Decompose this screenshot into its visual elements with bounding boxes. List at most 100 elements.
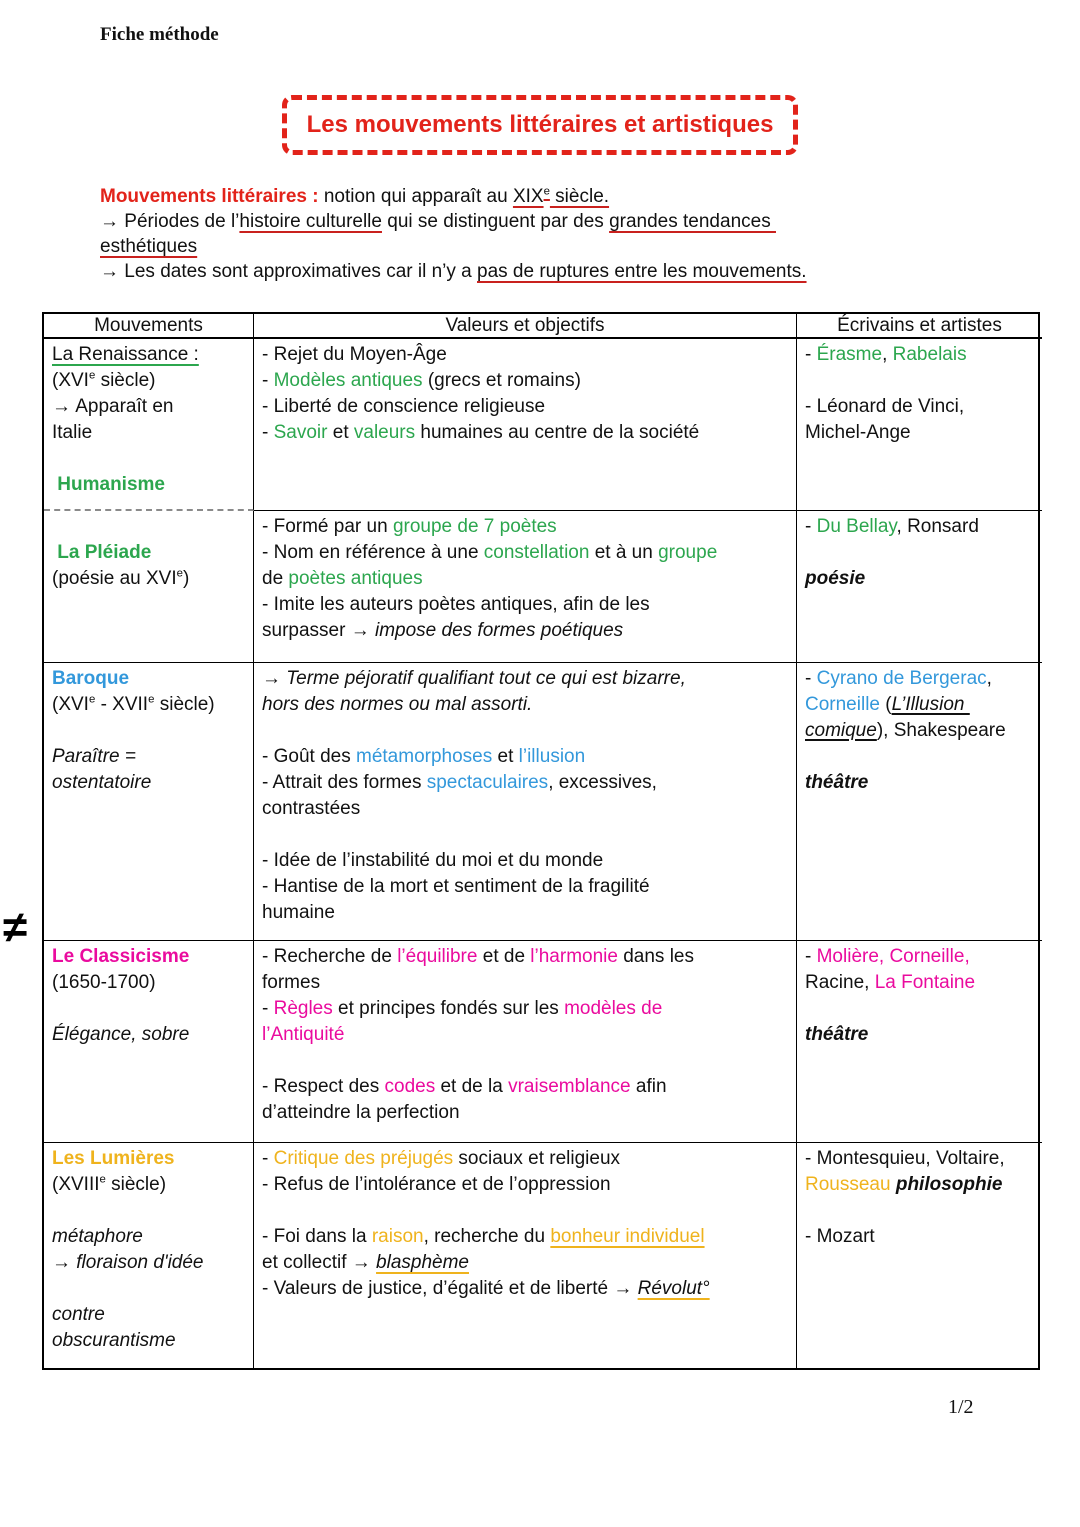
text-segment: → Apparaît en (52, 396, 174, 417)
text-line (52, 446, 247, 472)
text-segment: ( (879, 694, 892, 715)
text-segment: qui se distinguent par des (381, 211, 610, 232)
text-line: - Nom en référence à une constellation e… (262, 540, 790, 566)
text-line: - Du Bellay, Ronsard (805, 514, 1036, 540)
text-line: - Modèles antiques (grecs et romains) (262, 368, 790, 394)
text-line (262, 1048, 790, 1074)
text-segment: théâtre (805, 772, 869, 793)
text-segment: poètes antiques (288, 568, 423, 589)
text-segment: ) (182, 568, 190, 589)
text-segment: e (148, 693, 155, 706)
text-segment: Révolut° (637, 1278, 710, 1299)
text-line: Humanisme (52, 472, 247, 498)
table-cell-classicisme-col2: - Molière, Corneille, Racine, La Fontaine… (797, 941, 1042, 1143)
text-segment: Mouvements littéraires : (100, 186, 324, 207)
text-segment: - Montesquieu, Voltaire, (805, 1148, 1005, 1169)
text-line: Corneille (L’Illusion (805, 692, 1036, 718)
title-dashed-box: Les mouvements littéraires et artistique… (281, 95, 799, 155)
text-segment: grandes tendances (609, 211, 776, 232)
text-segment: Molière, Corneille, (816, 946, 970, 967)
text-line: (XVIIIe siècle) (52, 1172, 247, 1198)
text-line: poésie (805, 566, 1036, 592)
text-segment: - Valeurs de justice, d’égalité et de li… (262, 1278, 638, 1299)
text-line (52, 996, 247, 1022)
table-cell-pleiade-col1: - Formé par un groupe de 7 poètes - Nom e… (254, 511, 797, 663)
text-line: (poésie au XVIe) (52, 566, 247, 592)
text-segment: dans les (617, 946, 694, 967)
text-segment: e (99, 1173, 106, 1186)
text-segment: - Attrait des formes (262, 772, 427, 793)
text-segment: - Foi dans la (262, 1226, 372, 1247)
text-segment: - Liberté de conscience religieuse (262, 396, 546, 417)
text-segment: (XVI (52, 694, 89, 715)
text-segment: Élégance, sobre (52, 1024, 190, 1045)
text-segment: , (986, 668, 992, 689)
text-line: → floraison d'idée (52, 1250, 247, 1276)
table-cell-lumieres-col0: Les Lumières (XVIIIe siècle) métaphore → f… (44, 1143, 254, 1368)
page-number: 1/2 (948, 1396, 974, 1418)
text-segment: Rabelais (892, 344, 967, 365)
text-segment: - (805, 344, 817, 365)
text-line: l’Antiquité (262, 1022, 790, 1048)
text-segment: et (327, 422, 354, 443)
text-segment: - Léonard de Vinci, (805, 396, 965, 417)
text-line: Mouvements littéraires : notion qui appa… (100, 184, 1030, 209)
table-cell-lumieres-col2: - Montesquieu, Voltaire, Rousseau philoso… (797, 1143, 1042, 1368)
text-line (262, 718, 790, 744)
text-segment: (XVI (52, 370, 89, 391)
text-line: La Renaissance : (52, 342, 247, 368)
text-segment: et (492, 746, 519, 767)
text-segment: esthétiques (100, 236, 198, 257)
text-line: (XVIe - XVIIe siècle) (52, 692, 247, 718)
text-segment: bonheur individuel (550, 1226, 705, 1247)
text-segment: comique (805, 720, 877, 741)
text-segment: Rousseau (805, 1174, 891, 1195)
table-cell-lumieres-col1: - Critique des préjugés sociaux et relig… (254, 1143, 797, 1368)
text-line: Baroque (52, 666, 247, 692)
text-segment: hors des normes ou mal assorti. (262, 694, 533, 715)
text-line: - Érasme, Rabelais (805, 342, 1036, 368)
text-line (262, 822, 790, 848)
text-segment: l’harmonie (530, 946, 618, 967)
text-segment: La Pléiade (52, 542, 152, 563)
table-cell-renaissance-col2: - Érasme, Rabelais - Léonard de Vinci, Mi… (797, 339, 1042, 511)
text-line: Italie (52, 420, 247, 446)
text-line: contre (52, 1302, 247, 1328)
text-line: Les Lumières (52, 1146, 247, 1172)
text-line: - Respect des codes et de la vraisemblan… (262, 1074, 790, 1100)
text-segment: - (805, 668, 817, 689)
text-segment: afin (630, 1076, 667, 1097)
text-segment: - (805, 946, 817, 967)
text-segment: → Les dates sont approximatives car il n… (100, 261, 478, 282)
text-line: Michel-Ange (805, 420, 1036, 446)
text-segment: - Respect des (262, 1076, 385, 1097)
text-segment: → Terme péjoratif qualifiant tout ce qui… (262, 668, 686, 689)
text-segment: L’Illusion (891, 694, 970, 715)
text-segment: codes (384, 1076, 436, 1097)
text-segment: → Périodes de l’ (100, 211, 240, 232)
table-header-mouvements: Mouvements (44, 314, 254, 339)
text-segment: et de la (435, 1076, 509, 1097)
text-segment: philosophie (895, 1174, 1003, 1195)
text-segment: - Formé par un (262, 516, 393, 537)
text-segment: notion qui apparaît au (323, 186, 513, 207)
text-segment: groupe de 7 poètes (392, 516, 557, 537)
text-segment: Italie (52, 422, 93, 443)
text-line: - Règles et principes fondés sur les mod… (262, 996, 790, 1022)
text-line: métaphore (52, 1224, 247, 1250)
text-segment: , Ronsard (896, 516, 979, 537)
text-line: ostentatoire (52, 770, 247, 796)
text-line: - Formé par un groupe de 7 poètes (262, 514, 790, 540)
text-line: - Mozart (805, 1224, 1036, 1250)
text-segment: - (262, 370, 274, 391)
text-line: - Savoir et valeurs humaines au centre d… (262, 420, 790, 446)
page-title: Les mouvements littéraires et artistique… (306, 111, 774, 138)
text-line: Le Classicisme (52, 944, 247, 970)
text-segment: - Rejet du Moyen-Âge (262, 344, 447, 365)
text-line (52, 1276, 247, 1302)
text-segment: vraisemblance (508, 1076, 631, 1097)
text-segment: surpasser → (262, 620, 375, 641)
text-segment: humaines au centre de la société (415, 422, 700, 443)
text-segment: - Recherche de (262, 946, 398, 967)
text-line: - Léonard de Vinci, (805, 394, 1036, 420)
